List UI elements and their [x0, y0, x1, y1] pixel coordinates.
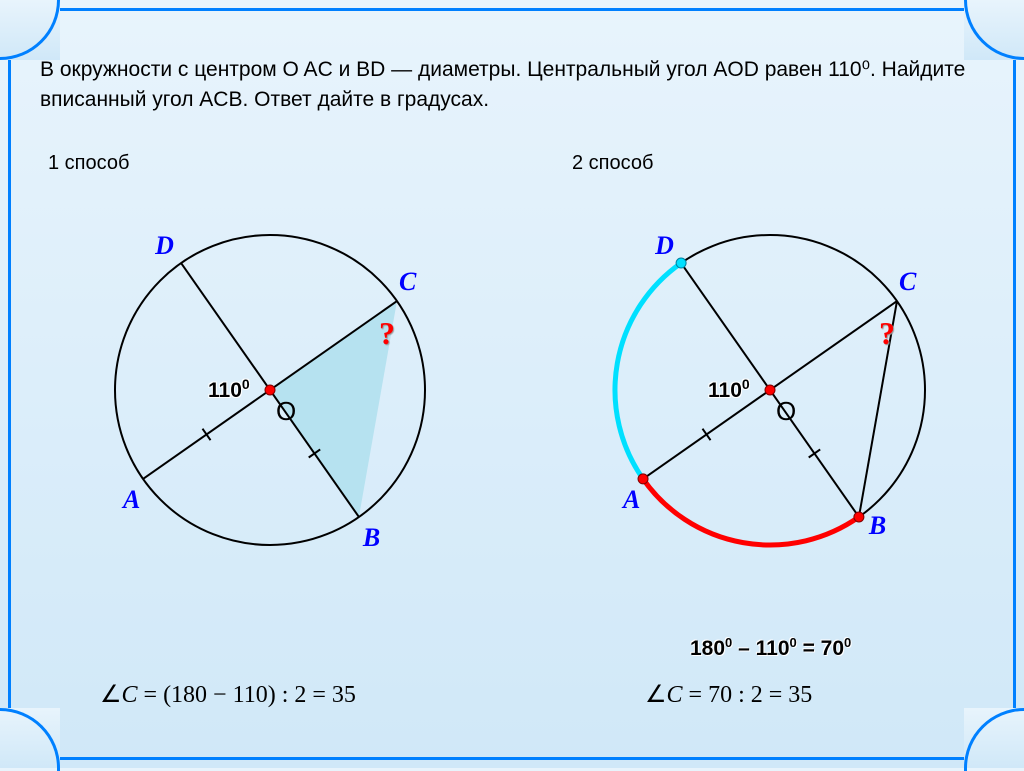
- arc-subtraction: 1800 – 1100 = 700: [690, 635, 851, 661]
- point-label-B: B: [869, 511, 886, 541]
- point-label-D: D: [655, 231, 674, 261]
- central-angle-value: 1100: [708, 376, 750, 403]
- point-label-A: A: [623, 485, 640, 515]
- corner-tl: [0, 0, 60, 60]
- diagram-2: A B C D O 1100 ?: [560, 165, 980, 585]
- question-mark: ?: [379, 315, 395, 352]
- center-label-O: O: [276, 396, 296, 427]
- point-label-B: B: [363, 523, 380, 553]
- corner-tr: [964, 0, 1024, 60]
- problem-text: В окружности с центром O AC и BD — диаме…: [40, 55, 984, 116]
- point-label-C: C: [899, 267, 916, 297]
- corner-bl: [0, 708, 60, 768]
- question-mark: ?: [879, 315, 895, 352]
- point-label-C: C: [399, 267, 416, 297]
- formula-method2: ∠C = 70 : 2 = 35: [645, 680, 812, 709]
- diagram-1: A B C D O 1100 ?: [60, 165, 480, 585]
- central-angle-value: 1100: [208, 376, 250, 403]
- center-label-O: O: [776, 396, 796, 427]
- point-label-D: D: [155, 231, 174, 261]
- formula-method1: ∠C = (180 − 110) : 2 = 35: [100, 680, 356, 709]
- point-label-A: A: [123, 485, 140, 515]
- corner-br: [964, 708, 1024, 768]
